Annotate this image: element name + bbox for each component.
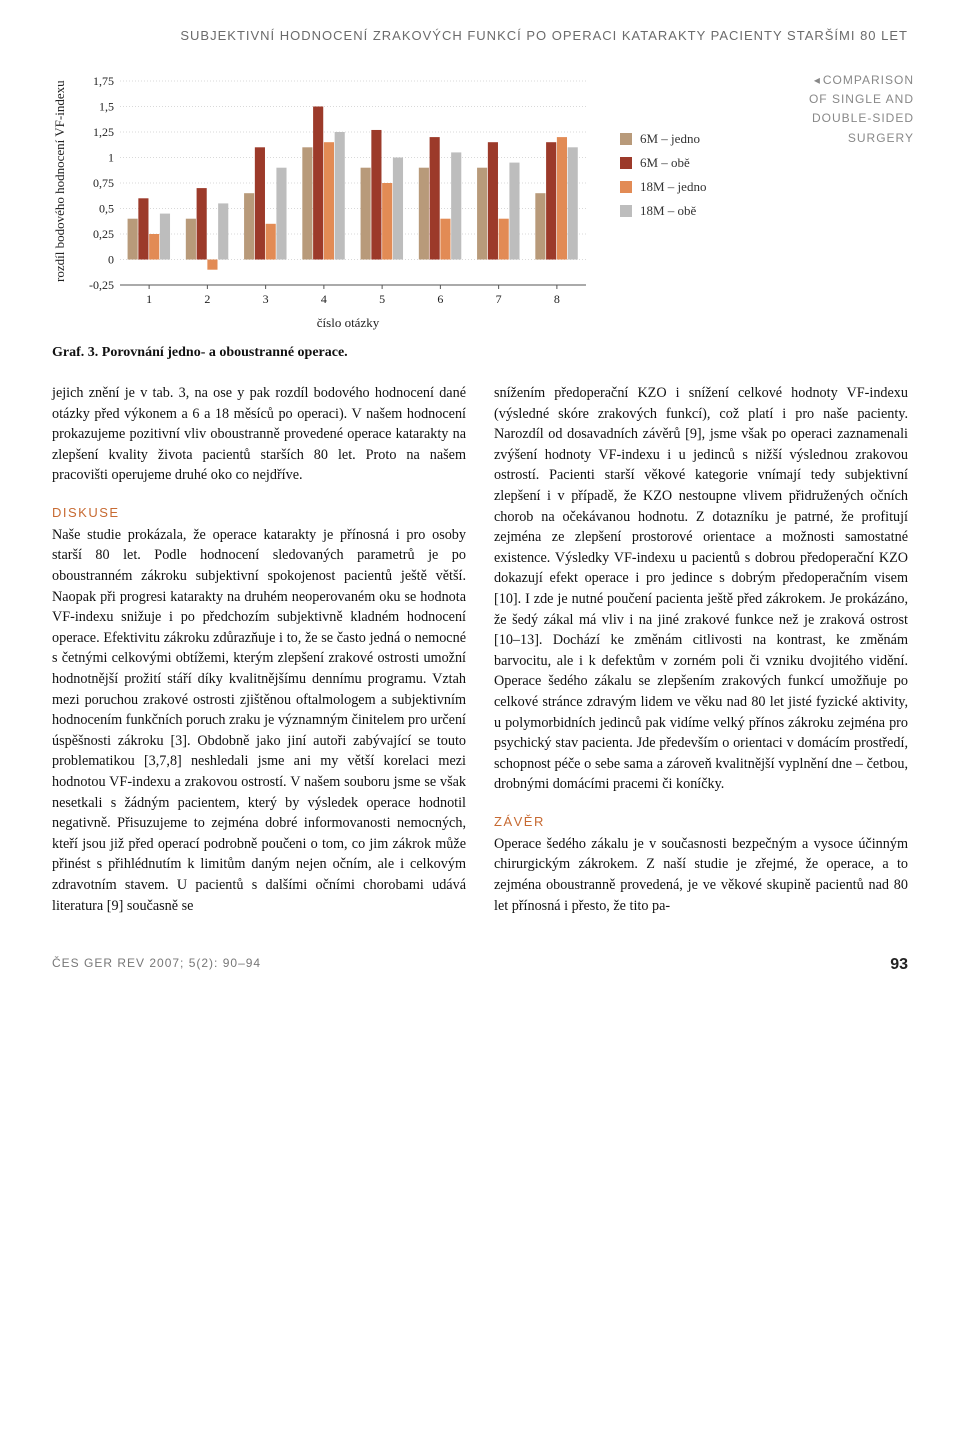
figure-side-caption: ◂COMPARISON OF SINGLE AND DOUBLE-SIDED S… — [764, 71, 914, 148]
svg-text:1,25: 1,25 — [93, 125, 114, 139]
figure-block: ◂COMPARISON OF SINGLE AND DOUBLE-SIDED S… — [52, 71, 908, 361]
caption-line1: COMPARISON — [823, 73, 914, 87]
caption-arrow-icon: ◂ — [814, 73, 821, 87]
svg-text:3: 3 — [263, 292, 269, 306]
svg-text:1: 1 — [108, 151, 114, 165]
page-root: SUBJEKTIVNÍ HODNOCENÍ ZRAKOVÝCH FUNKCÍ P… — [0, 0, 960, 998]
legend-swatch — [620, 133, 632, 145]
section-head-diskuse: DISKUSE — [52, 504, 466, 523]
running-head: SUBJEKTIVNÍ HODNOCENÍ ZRAKOVÝCH FUNKCÍ P… — [52, 28, 908, 43]
body-para-3: snížením předoperační KZO i snížení celk… — [494, 383, 908, 795]
legend-item: 6M – obě — [620, 155, 706, 171]
footer-page-number: 93 — [890, 956, 908, 974]
body-para-1: jejich znění je v tab. 3, na ose y pak r… — [52, 383, 466, 486]
svg-text:-0,25: -0,25 — [89, 278, 114, 292]
page-footer: ČES GER REV 2007; 5(2): 90–94 93 — [52, 956, 908, 974]
svg-text:7: 7 — [496, 292, 502, 306]
legend-item: 18M – jedno — [620, 179, 706, 195]
svg-text:0,5: 0,5 — [99, 202, 114, 216]
svg-text:1: 1 — [146, 292, 152, 306]
svg-text:6: 6 — [437, 292, 443, 306]
svg-text:8: 8 — [554, 292, 560, 306]
section-head-zaver: ZÁVĚR — [494, 813, 908, 832]
caption-line2: OF SINGLE AND — [809, 92, 914, 106]
chart-y-label: rozdíl bodového hodnocení VF-indexu — [52, 71, 68, 291]
figure-caption: Graf. 3. Porovnání jedno- a oboustranné … — [52, 345, 908, 361]
svg-text:5: 5 — [379, 292, 385, 306]
svg-text:1,5: 1,5 — [99, 100, 114, 114]
legend-item: 6M – jedno — [620, 131, 706, 147]
legend-label: 6M – obě — [640, 155, 690, 171]
legend-swatch — [620, 157, 632, 169]
chart-legend: 6M – jedno 6M – obě 18M – jedno 18M – obě — [620, 131, 706, 227]
svg-text:1,75: 1,75 — [93, 74, 114, 88]
legend-label: 18M – obě — [640, 203, 696, 219]
svg-text:0,25: 0,25 — [93, 227, 114, 241]
legend-swatch — [620, 205, 632, 217]
body-columns: jejich znění je v tab. 3, na ose y pak r… — [52, 383, 908, 916]
svg-text:0,75: 0,75 — [93, 176, 114, 190]
legend-item: 18M – obě — [620, 203, 706, 219]
body-para-4: Operace šedého zákalu je v současnosti b… — [494, 834, 908, 916]
svg-text:2: 2 — [204, 292, 210, 306]
legend-swatch — [620, 181, 632, 193]
legend-label: 6M – jedno — [640, 131, 700, 147]
body-para-2: Naše studie prokázala, že operace katara… — [52, 525, 466, 916]
bar-chart: -0,25 0 0,25 0,5 0,75 1 1,25 1,5 1,75 1 2 3 4 5 6 7 8 — [76, 71, 596, 311]
caption-line3: DOUBLE-SIDED — [812, 111, 914, 125]
footer-journal-ref: ČES GER REV 2007; 5(2): 90–94 — [52, 956, 261, 974]
chart-x-label: číslo otázky — [98, 315, 598, 331]
caption-line4: SURGERY — [848, 131, 914, 145]
svg-text:0: 0 — [108, 253, 114, 267]
svg-text:4: 4 — [321, 292, 327, 306]
legend-label: 18M – jedno — [640, 179, 706, 195]
